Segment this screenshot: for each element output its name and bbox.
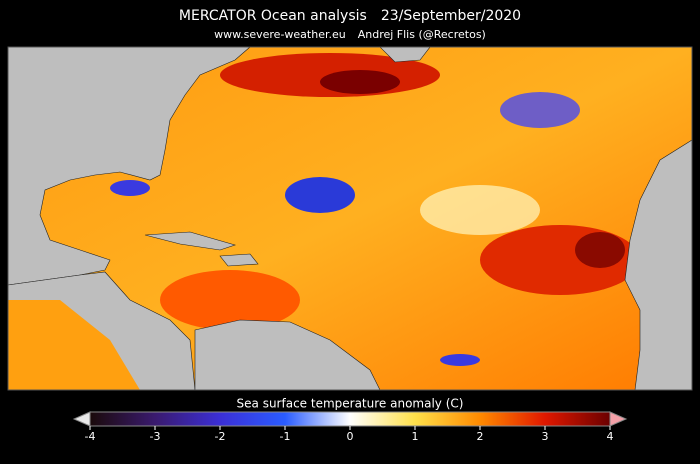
pacific (8, 300, 140, 390)
anomaly-cool (285, 177, 355, 213)
tick-label: -2 (215, 430, 226, 443)
colorbar-ticks: -4 -3 -2 -1 0 1 2 3 4 (85, 426, 614, 443)
tick-label: -1 (280, 430, 291, 443)
tick-label: 1 (412, 430, 419, 443)
subtitle: www.severe-weather.eu Andrej Flis (@Recre… (214, 28, 486, 41)
colorbar-label: Sea surface temperature anomaly (C) (237, 397, 464, 411)
tick-label: -4 (85, 430, 96, 443)
tick-label: -3 (150, 430, 161, 443)
tick-label: 3 (542, 430, 549, 443)
anomaly-cool (440, 354, 480, 366)
colorbar (89, 411, 611, 427)
title: MERCATOR Ocean analysis 23/September/2020 (179, 8, 521, 24)
land-cuba (144, 231, 237, 251)
anomaly-cool (500, 92, 580, 128)
map-frame (7, 46, 693, 391)
anomaly-warm (575, 232, 625, 268)
tick-label: 4 (607, 430, 614, 443)
tick-label: 0 (347, 430, 354, 443)
tick-label: 2 (477, 430, 484, 443)
anomaly-cool (110, 180, 150, 196)
anomaly-warm (320, 70, 400, 94)
anomaly-warm (160, 270, 300, 330)
anomaly-neutral (420, 185, 540, 235)
map (7, 46, 693, 391)
land-north-america (7, 46, 251, 286)
land-hispaniola (219, 253, 259, 267)
